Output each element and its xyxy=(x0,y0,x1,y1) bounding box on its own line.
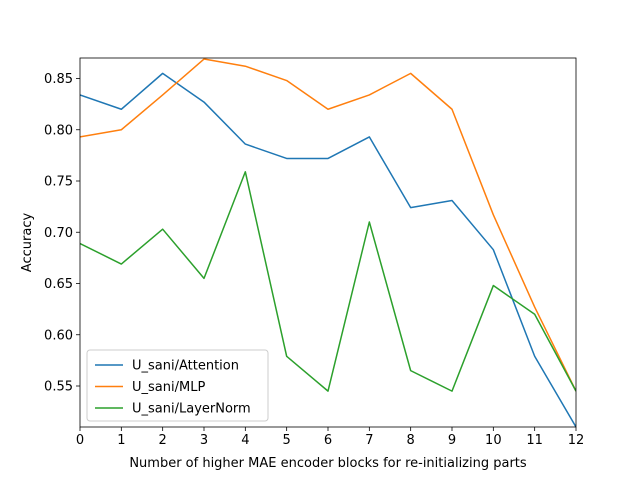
series-line-u-sani-mlp xyxy=(80,58,576,392)
legend-label: U_sani/LayerNorm xyxy=(132,402,251,417)
x-tick-label: 1 xyxy=(117,433,125,448)
y-tick-label: 0.85 xyxy=(44,72,73,87)
x-tick-label: 6 xyxy=(324,433,332,448)
x-tick-label: 2 xyxy=(159,433,167,448)
y-tick-label: 0.75 xyxy=(44,175,73,190)
legend-label: U_sani/Attention xyxy=(132,359,239,374)
x-tick-label: 11 xyxy=(526,433,543,448)
x-tick-label: 10 xyxy=(485,433,502,448)
series-layer xyxy=(80,58,576,427)
legend-box xyxy=(86,349,269,422)
y-axis: 0.55 0.60 0.65 0.70 0.75 0.80 0.85 xyxy=(44,72,80,395)
y-tick-label: 0.80 xyxy=(44,123,73,138)
x-axis: 0 1 2 3 4 5 6 7 8 9 10 11 12 xyxy=(76,427,584,448)
legend-label: U_sani/MLP xyxy=(132,380,205,395)
legend: U_sani/Attention U_sani/MLP U_sani/LayerNo… xyxy=(86,349,269,422)
x-tick-label: 5 xyxy=(283,433,291,448)
x-tick-label: 0 xyxy=(76,433,84,448)
series-line-u-sani-layernorm xyxy=(80,171,576,392)
y-tick-label: 0.70 xyxy=(44,226,73,241)
x-tick-label: 9 xyxy=(448,433,456,448)
x-tick-label: 12 xyxy=(568,433,585,448)
y-tick-label: 0.60 xyxy=(44,328,73,343)
x-tick-label: 3 xyxy=(200,433,208,448)
y-tick-label: 0.55 xyxy=(44,380,73,395)
y-axis-label: Accuracy xyxy=(20,213,35,273)
series-line-u-sani-attention xyxy=(80,72,576,427)
x-axis-label: Number of higher MAE encoder blocks for … xyxy=(129,456,527,471)
x-tick-label: 8 xyxy=(407,433,415,448)
y-tick-label: 0.65 xyxy=(44,277,73,292)
x-tick-label: 7 xyxy=(365,433,373,448)
x-tick-label: 4 xyxy=(241,433,249,448)
plot-area xyxy=(79,57,577,428)
